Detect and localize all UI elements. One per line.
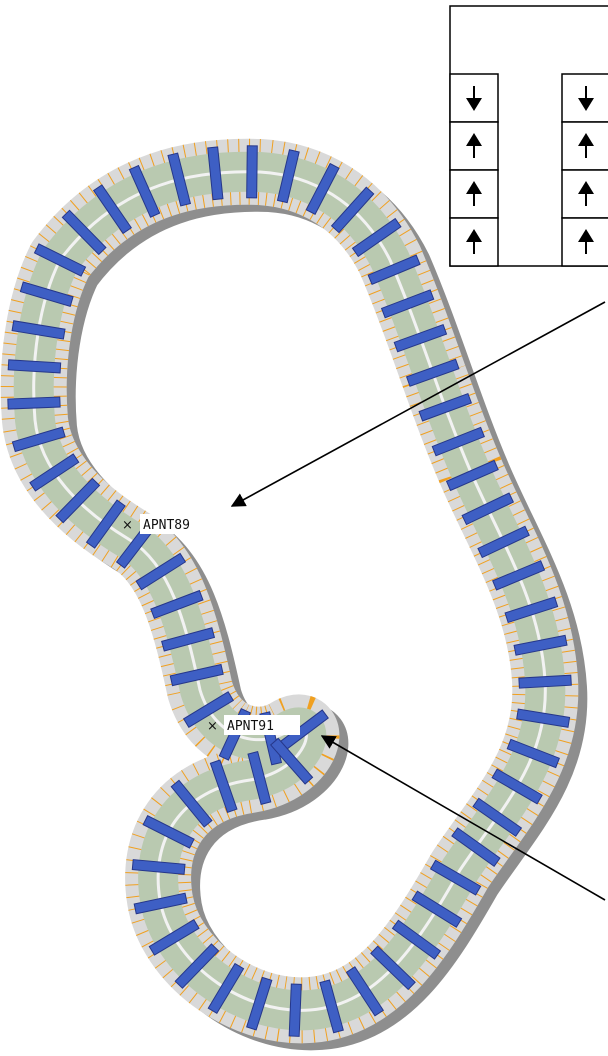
track-block — [445, 459, 499, 492]
track-block — [491, 768, 543, 805]
track-block — [477, 525, 530, 559]
track-block — [150, 589, 204, 620]
annotation-label-bg — [140, 514, 216, 534]
track-block — [19, 281, 74, 307]
track-block — [246, 145, 258, 199]
track-block — [370, 945, 416, 991]
track-block — [33, 243, 87, 277]
track-block — [270, 737, 314, 785]
track-block — [276, 149, 300, 204]
track-block — [391, 919, 442, 960]
arrow-up-icon — [466, 133, 482, 158]
track-block — [133, 892, 188, 915]
annotation-apnt89: × APNT89 — [122, 514, 216, 534]
track-block — [518, 674, 572, 689]
arrow-up-icon — [466, 229, 482, 254]
track-block — [61, 209, 107, 256]
annotation-label-bg — [224, 715, 300, 735]
legend-cell — [449, 169, 499, 219]
track-block — [170, 779, 213, 828]
track-block — [351, 217, 402, 258]
legend-cell — [561, 73, 608, 123]
track-block — [461, 492, 515, 526]
legend-cell — [561, 217, 608, 267]
track-block — [11, 320, 66, 340]
legend-cell — [449, 121, 499, 171]
cross-marker-icon: × — [122, 518, 133, 533]
track-block — [288, 983, 302, 1037]
track-blocks — [7, 145, 572, 1037]
track-block — [305, 162, 340, 216]
track-block — [418, 392, 473, 422]
track-block — [131, 859, 186, 875]
legend-cell — [449, 217, 499, 267]
arrow-up-icon — [578, 133, 594, 158]
arrow-up-icon — [578, 181, 594, 206]
track-block — [169, 663, 224, 687]
track-block — [393, 324, 448, 353]
arrow-down-icon — [578, 86, 594, 111]
legend-cell — [449, 73, 499, 123]
track-block — [142, 815, 195, 849]
track-block — [55, 477, 101, 524]
track-block — [182, 691, 234, 729]
track-block — [161, 627, 216, 652]
arrow-up-icon — [466, 181, 482, 206]
track-block — [207, 962, 245, 1014]
arrow-up-icon — [578, 229, 594, 254]
cross-marker-icon: × — [207, 719, 218, 734]
track-block — [7, 359, 62, 374]
track-block — [506, 738, 560, 769]
track-block — [330, 186, 375, 234]
track-block — [174, 943, 220, 989]
track-block — [135, 552, 187, 591]
track-block — [7, 396, 61, 410]
legend-cell — [561, 169, 608, 219]
track-block — [11, 426, 66, 453]
track-block — [345, 966, 384, 1017]
track-block — [516, 708, 571, 728]
track-block — [472, 797, 523, 837]
track-block — [451, 827, 501, 867]
leader-arrow-apnt91 — [320, 735, 606, 901]
track-block — [85, 499, 126, 549]
track-block — [411, 890, 463, 928]
direction-legend — [449, 5, 608, 267]
track-block — [513, 634, 568, 656]
track-block — [92, 184, 132, 235]
annotation-apnt91: × APNT91 — [207, 715, 300, 735]
leader-arrow-apnt89 — [230, 301, 606, 507]
track-block — [148, 919, 200, 956]
track-block — [431, 426, 485, 457]
arrow-down-icon — [466, 86, 482, 111]
legend-cell — [561, 121, 608, 171]
track-block — [29, 453, 80, 492]
annotation-label-apnt89: APNT89 — [143, 518, 190, 533]
track-block — [504, 596, 559, 624]
track-block — [128, 164, 161, 218]
track-block — [247, 750, 272, 806]
track-block — [319, 979, 344, 1034]
track-block — [209, 759, 238, 814]
track-block — [429, 859, 482, 896]
track-block — [492, 560, 546, 591]
track-block — [167, 152, 192, 207]
track-block — [246, 976, 273, 1031]
annotation-label-apnt91: APNT91 — [227, 719, 274, 734]
track-block — [380, 289, 435, 319]
track-block — [207, 146, 224, 201]
track-block — [405, 358, 460, 387]
track-block — [367, 254, 421, 285]
